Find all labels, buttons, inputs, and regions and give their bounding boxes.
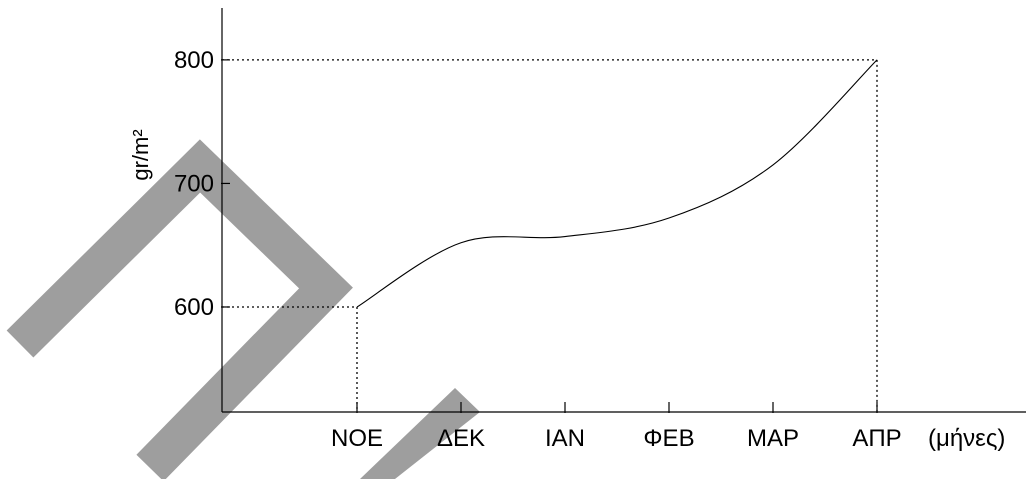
y-tick-label: 800: [174, 47, 214, 74]
x-ticks: ΝΟΕ ΔΕΚ ΙΑΝ ΦΕΒ ΜΑΡ ΑΠΡ: [331, 402, 902, 452]
x-tick-label: ΔΕΚ: [437, 425, 485, 452]
x-tick-label: ΙΑΝ: [545, 425, 585, 452]
y-tick-label: 700: [174, 170, 214, 197]
watermark-shapes: [6, 139, 480, 482]
x-tick-label: ΜΑΡ: [747, 425, 799, 452]
x-tick-label: ΝΟΕ: [331, 425, 383, 452]
y-tick-label: 600: [174, 294, 214, 321]
y-ticks: 600 700 800: [174, 47, 230, 321]
watermark-slash: [360, 388, 480, 479]
y-axis-title: gr/m²: [128, 129, 153, 180]
series-line: [356, 59, 878, 308]
x-tick-label: ΑΠΡ: [852, 425, 901, 452]
guide-lines: [222, 59, 878, 412]
x-axis-unit-label: (μήνες): [928, 425, 1005, 452]
x-tick-label: ΦΕΒ: [643, 425, 694, 452]
watermark-chevron: [6, 139, 353, 482]
